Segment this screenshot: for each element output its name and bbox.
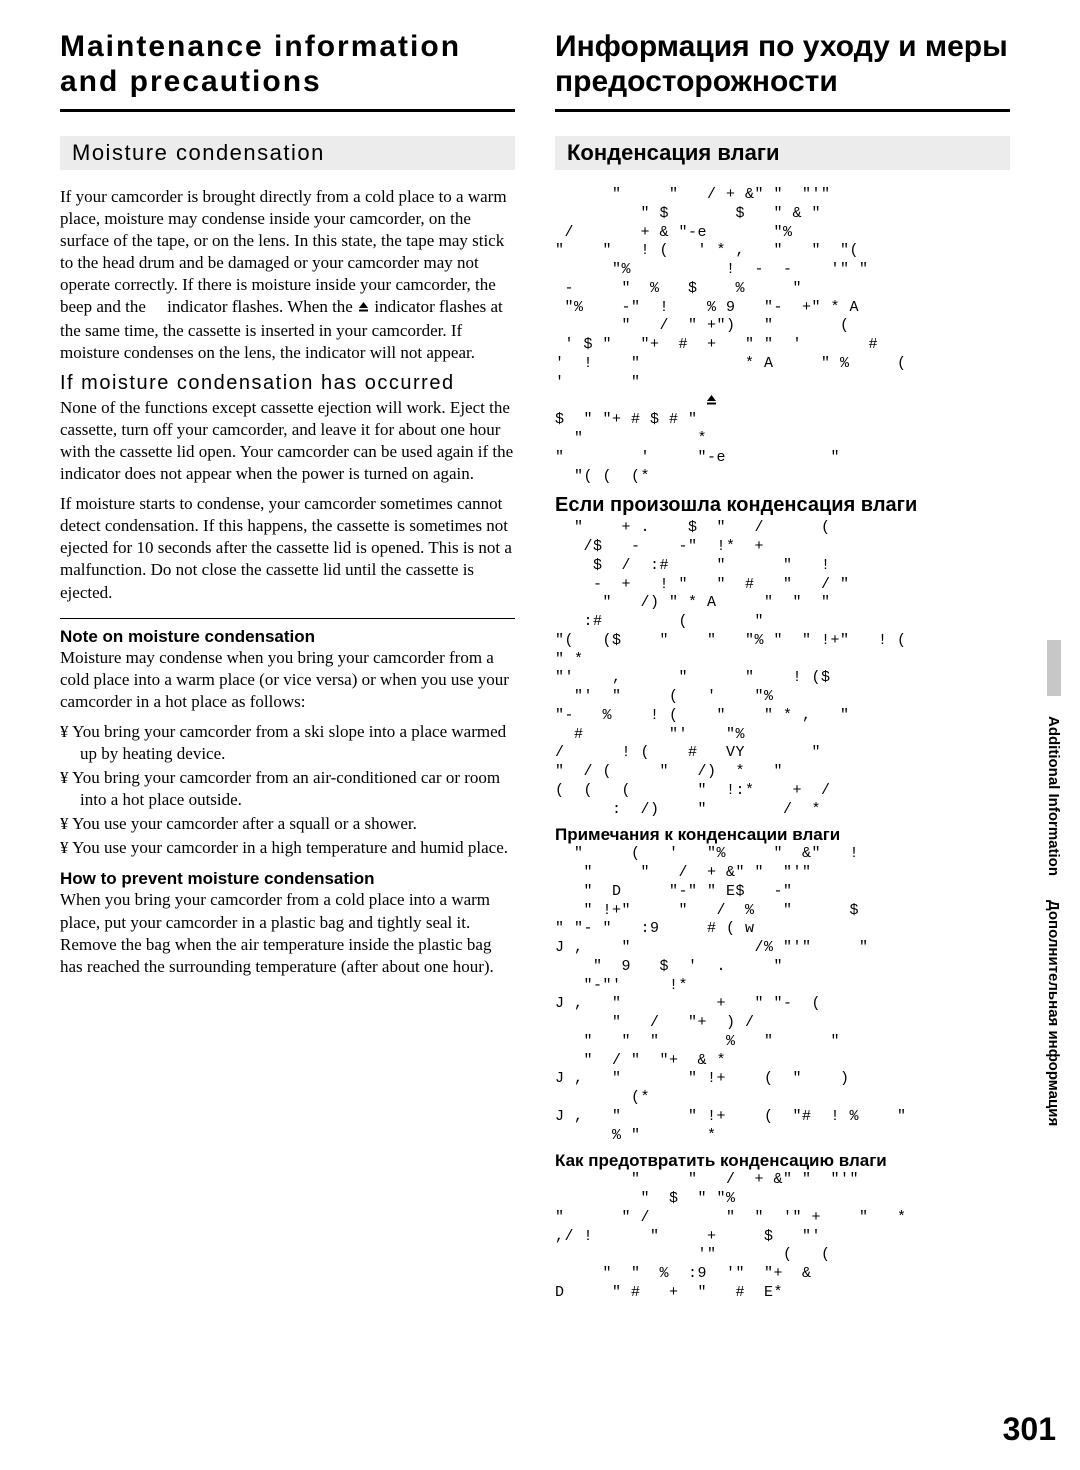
- para-intro-en: If your camcorder is brought directly fr…: [60, 186, 515, 364]
- eject-icon: [357, 297, 370, 319]
- note-head-en: Note on moisture condensation: [60, 627, 515, 647]
- eject-icon: [705, 393, 718, 411]
- side-label-en: Additional Information: [1045, 716, 1062, 876]
- bullet-item: ¥ You use your camcorder in a high tempe…: [60, 837, 515, 859]
- garbled-block-1b: $ " "+ # $ # " " * " ' "-e " "( ( (*: [555, 411, 1010, 486]
- bullet-list-en: ¥ You bring your camcorder from a ski sl…: [60, 721, 515, 860]
- para-occurred-en: None of the functions except cassette ej…: [60, 397, 515, 485]
- right-column: Информация по уходу и меры предосторожно…: [555, 30, 1010, 1309]
- left-column: Maintenance information and precautions …: [60, 30, 515, 1309]
- subhead-occurred-ru: Если произошла конденсация влаги: [555, 494, 1010, 517]
- page-columns: Maintenance information and precautions …: [60, 30, 1010, 1309]
- note-body-en: Moisture may condense when you bring you…: [60, 647, 515, 713]
- side-tabs: Additional Information Дополнительная ин…: [1045, 640, 1062, 1150]
- section-head-en: Moisture condensation: [60, 136, 515, 170]
- note-head-ru: Примечания к конденсации влаги: [555, 825, 1010, 845]
- prevent-head-ru: Как предотвратить конденсацию влаги: [555, 1151, 1010, 1171]
- bullet-item: ¥ You use your camcorder after a squall …: [60, 813, 515, 835]
- bullet-item: ¥ You bring your camcorder from a ski sl…: [60, 721, 515, 765]
- para-detect-en: If moisture starts to condense, your cam…: [60, 493, 515, 603]
- gray-tab: [1047, 640, 1061, 696]
- title-en: Maintenance information and precautions: [60, 30, 515, 99]
- garbled-block-2: " + . $ " / ( /$ - -" !* + $ / :# " " ! …: [555, 519, 1010, 819]
- page-number: 301: [1003, 1411, 1056, 1448]
- garbled-block-1a: " " / + &" " "'" " $ $ " & " / + & "-e "…: [555, 186, 1010, 392]
- title-ru: Информация по уходу и меры предосторожно…: [555, 30, 1010, 99]
- title-rule-en: [60, 109, 515, 112]
- prevent-head-en: How to prevent moisture condensation: [60, 869, 515, 889]
- thin-rule-en: [60, 618, 515, 619]
- section-head-ru: Конденсация влаги: [555, 136, 1010, 170]
- garbled-block-3: " ( ' "% " &" ! " " / + &" " "'" " D "-"…: [555, 845, 1010, 1145]
- title-rule-ru: [555, 109, 1010, 112]
- para-intro-b: indicator flashes. When the: [167, 297, 357, 316]
- side-label-ru: Дополнительная информация: [1045, 900, 1062, 1126]
- bullet-item: ¥ You bring your camcorder from an air-c…: [60, 767, 515, 811]
- indicator-gap: [150, 297, 163, 316]
- prevent-body-en: When you bring your camcorder from a col…: [60, 889, 515, 977]
- subhead-occurred-en: If moisture condensation has occurred: [60, 372, 515, 395]
- garbled-block-4: " " / + &" " "'" " $ " "% " " / " " '" +…: [555, 1171, 1010, 1302]
